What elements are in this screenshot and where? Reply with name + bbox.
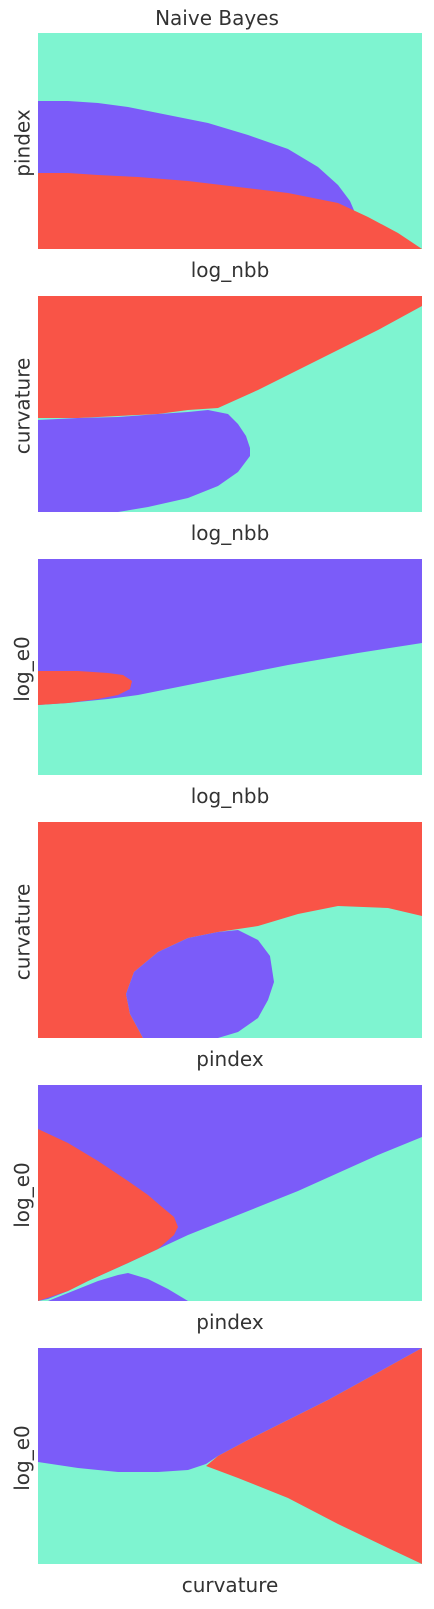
plot-area-3 [38,559,422,775]
x-axis-label-3: log_nbb [190,784,270,808]
region-class-a [38,101,356,219]
x-axis-label-5: pindex [196,1310,264,1334]
chart-title: Naive Bayes [155,6,279,30]
region-class-c [38,1129,178,1301]
region-class-c [38,173,422,249]
decision-map-3 [38,559,422,775]
region-class-c [206,1348,422,1564]
region-class-a-lower [48,1273,188,1301]
plot-area-2 [38,296,422,512]
x-axis-label-1: log_nbb [190,258,270,282]
region-class-a [38,1348,422,1472]
y-axis-label-6: log_e0 [9,1425,34,1491]
decision-map-4 [38,822,422,1038]
plot-area-6 [38,1348,422,1564]
decision-map-6 [38,1348,422,1564]
decision-map-2 [38,296,422,512]
region-class-a [126,930,274,1038]
y-axis-label-5: log_e0 [9,1162,34,1228]
region-class-c [38,671,132,705]
decision-map-1 [38,33,422,249]
plot-area-4 [38,822,422,1038]
x-axis-label-2: log_nbb [190,521,270,545]
decision-map-5 [38,1085,422,1301]
x-axis-label-6: curvature [181,1573,279,1597]
y-axis-label-4: curvature [9,883,34,981]
plot-area-5 [38,1085,422,1301]
y-axis-label-2: curvature [9,357,34,455]
region-class-a [38,410,250,512]
plot-area-1 [38,33,422,249]
y-axis-label-1: pindex [10,109,35,177]
region-class-a [38,559,422,705]
x-axis-label-4: pindex [196,1047,264,1071]
region-class-c [38,296,422,418]
y-axis-label-3: log_e0 [9,636,34,702]
